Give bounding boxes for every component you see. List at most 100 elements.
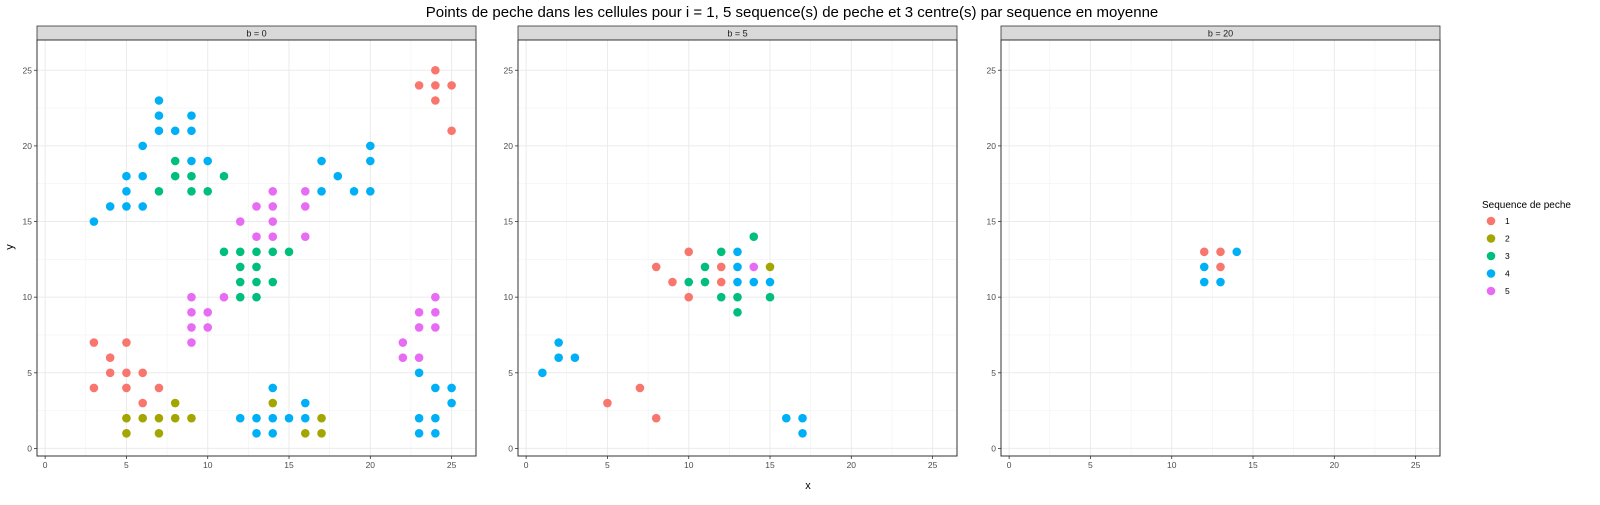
facet-panel: b = 0 0 5 10 15 20 25 0 5 10 15 20 25 <box>23 25 477 470</box>
data-point <box>716 292 726 302</box>
y-tick-label: 10 <box>987 292 997 302</box>
data-point <box>252 202 261 211</box>
data-point <box>235 292 245 302</box>
y-axis-label: y <box>4 244 16 250</box>
data-point <box>138 202 147 211</box>
data-point <box>554 338 563 347</box>
data-point <box>317 413 326 423</box>
data-point <box>268 217 278 226</box>
data-point <box>603 398 612 408</box>
y-tick-label: 10 <box>23 292 33 302</box>
data-point <box>733 307 742 317</box>
panel-border <box>1000 39 1441 457</box>
data-point <box>300 186 310 196</box>
data-point <box>235 217 245 226</box>
data-point <box>105 353 115 362</box>
data-point <box>235 247 245 257</box>
x-tick-label: 0 <box>524 460 529 470</box>
panel-border <box>36 39 477 457</box>
data-point <box>187 413 196 423</box>
data-point <box>187 156 196 166</box>
panel-border <box>517 39 958 457</box>
legend-label: 3 <box>1505 251 1510 261</box>
y-tick-label: 5 <box>991 368 996 378</box>
data-point <box>414 368 424 378</box>
data-point <box>700 262 710 272</box>
data-point <box>431 81 440 90</box>
data-point <box>187 323 196 332</box>
legend: Sequence de peche 1 2 3 4 5 <box>1482 200 1571 296</box>
data-point <box>733 247 742 257</box>
legend-title: Sequence de peche <box>1482 200 1571 211</box>
data-point <box>252 413 261 423</box>
data-point <box>431 429 440 438</box>
data-point <box>122 429 131 438</box>
data-point <box>268 247 278 257</box>
facet-strip-label: b = 0 <box>246 29 266 39</box>
data-point <box>1199 277 1209 287</box>
data-point <box>700 277 710 287</box>
data-point <box>431 413 440 423</box>
data-point <box>235 277 245 287</box>
data-point <box>414 353 424 362</box>
data-point <box>268 277 278 287</box>
data-point <box>154 111 164 120</box>
data-point <box>447 126 456 136</box>
y-tick-label: 15 <box>23 217 33 227</box>
data-point <box>268 398 278 408</box>
data-point <box>268 383 278 393</box>
data-point <box>138 368 147 378</box>
x-tick-label: 0 <box>1007 460 1012 470</box>
legend-label: 4 <box>1505 269 1510 279</box>
data-point <box>781 413 791 423</box>
data-point <box>187 126 196 136</box>
data-point <box>89 217 99 226</box>
data-point <box>668 277 677 287</box>
x-tick-label: 10 <box>684 460 694 470</box>
data-point <box>235 413 245 423</box>
data-point <box>89 383 99 393</box>
x-tick-label: 0 <box>43 460 48 470</box>
data-point <box>749 277 759 287</box>
data-point <box>447 383 456 393</box>
data-point <box>203 156 213 166</box>
y-tick-label: 0 <box>508 443 513 453</box>
data-point <box>398 353 408 362</box>
data-point <box>554 353 563 362</box>
data-point <box>154 96 164 105</box>
data-point <box>122 186 131 196</box>
legend-label: 5 <box>1505 286 1510 296</box>
data-point <box>1216 277 1225 287</box>
data-point <box>252 429 261 438</box>
data-point <box>733 277 742 287</box>
data-point <box>268 202 278 211</box>
data-point <box>447 81 456 90</box>
y-tick-label: 0 <box>991 443 996 453</box>
x-tick-label: 15 <box>765 460 775 470</box>
data-point <box>684 292 694 302</box>
data-point <box>651 262 661 272</box>
legend-swatch <box>1486 234 1496 243</box>
data-point <box>300 202 310 211</box>
data-point <box>170 126 180 136</box>
data-point <box>138 398 147 408</box>
data-point <box>138 413 147 423</box>
data-point <box>105 202 115 211</box>
data-point <box>317 186 326 196</box>
data-point <box>203 307 213 317</box>
data-point <box>300 232 310 241</box>
data-point <box>187 171 196 181</box>
data-point <box>105 368 115 378</box>
data-point <box>716 262 726 272</box>
data-point <box>252 232 261 241</box>
y-tick-label: 10 <box>504 292 514 302</box>
legend-swatch <box>1486 216 1496 226</box>
data-point <box>122 413 131 423</box>
facet-panel: b = 5 0 5 10 15 20 25 0 5 10 15 20 25 <box>504 25 958 470</box>
data-point <box>447 398 456 408</box>
x-tick-label: 25 <box>928 460 938 470</box>
data-point <box>252 247 261 257</box>
x-tick-label: 5 <box>1088 460 1093 470</box>
data-point <box>414 323 424 332</box>
